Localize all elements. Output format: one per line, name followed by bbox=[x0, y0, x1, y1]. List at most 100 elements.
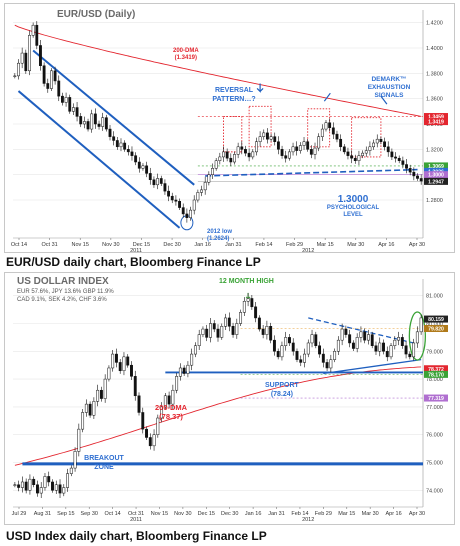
candle-body bbox=[291, 146, 295, 153]
x-tick-label: Jan 16 bbox=[194, 242, 211, 248]
candle-body bbox=[335, 133, 339, 140]
candle-body bbox=[134, 155, 138, 163]
x-tick-label: Nov 30 bbox=[102, 242, 119, 248]
candle-body bbox=[167, 190, 171, 197]
candle-body bbox=[404, 345, 408, 355]
candle-body bbox=[171, 389, 175, 405]
eurusd-chart-panel: 1.42001.40001.38001.36001.34001.32001.30… bbox=[4, 3, 455, 253]
x-year-label: 2011 bbox=[130, 248, 142, 252]
candle-body bbox=[111, 353, 115, 369]
channel-upper-line bbox=[32, 49, 195, 186]
candle-body bbox=[273, 136, 277, 142]
candle-body bbox=[90, 113, 94, 130]
x-tick-label: Oct 14 bbox=[105, 511, 121, 517]
candle-body bbox=[32, 478, 36, 486]
candle-body bbox=[152, 434, 156, 447]
candle-body bbox=[291, 342, 295, 352]
candle-body bbox=[276, 141, 280, 150]
y-tick-label: 74.000 bbox=[426, 488, 443, 494]
price-tag-label: 77.319 bbox=[428, 396, 444, 402]
candle-body bbox=[108, 128, 112, 137]
triangle-upper-line bbox=[308, 317, 414, 344]
x-tick-label: Feb 14 bbox=[255, 242, 272, 248]
candle-body bbox=[97, 123, 101, 127]
candle-body bbox=[69, 467, 73, 474]
candle-body bbox=[130, 151, 134, 156]
price-tag bbox=[424, 162, 448, 170]
candle-body bbox=[363, 331, 367, 341]
candle-body bbox=[64, 97, 68, 103]
candle-body bbox=[156, 178, 160, 186]
candle-body bbox=[35, 484, 39, 494]
price-tag-label: 1.3459 bbox=[428, 115, 444, 121]
candle-body bbox=[51, 481, 54, 491]
candle-body bbox=[339, 138, 343, 148]
candle-body bbox=[112, 136, 116, 141]
candle-body bbox=[190, 353, 194, 366]
x-tick-label: Apr 30 bbox=[409, 511, 425, 517]
candle-body bbox=[82, 121, 86, 125]
candle-body bbox=[258, 136, 262, 142]
dxy-chart-panel: 81.000 80.000 79.000 78.000 77.000 76.000 75.0… bbox=[4, 272, 455, 525]
candle-body bbox=[393, 339, 397, 346]
demark-arrow-right bbox=[380, 95, 388, 105]
candle-body bbox=[182, 367, 186, 374]
candle-body bbox=[321, 353, 325, 363]
candle-body bbox=[17, 62, 20, 77]
candle-body bbox=[235, 323, 239, 335]
candle-body bbox=[359, 331, 363, 338]
candle-body bbox=[145, 428, 148, 438]
candle-body bbox=[357, 155, 361, 161]
price-tag bbox=[424, 315, 448, 323]
candle-body bbox=[122, 356, 126, 372]
candle-body bbox=[130, 364, 133, 377]
y-tick-label: 76.000 bbox=[426, 433, 443, 439]
candle-body bbox=[218, 156, 222, 161]
candle-body bbox=[348, 334, 352, 344]
candle-body bbox=[39, 487, 43, 494]
candle-body bbox=[240, 146, 244, 150]
candle-body bbox=[96, 389, 100, 402]
y-tick-label: 77.000 bbox=[426, 405, 443, 411]
candle-body bbox=[159, 178, 163, 184]
candle-body bbox=[209, 323, 212, 338]
x-tick-label: Mar 15 bbox=[338, 511, 355, 517]
eurusd-reversal-label: REVERSAL PATTERN…? bbox=[212, 87, 256, 103]
x-tick-label: Feb 29 bbox=[315, 511, 332, 517]
candle-body bbox=[385, 351, 389, 358]
candle-body bbox=[28, 478, 32, 491]
y-tick-label: 79.000 bbox=[426, 349, 443, 355]
candle-body bbox=[192, 199, 196, 211]
candle-body bbox=[313, 147, 317, 155]
candle-body bbox=[212, 323, 216, 330]
eurusd-low-label: 2012 low (1.2624) bbox=[207, 229, 233, 242]
candle-body bbox=[115, 140, 119, 148]
candle-body bbox=[246, 298, 250, 302]
candle-body bbox=[163, 395, 167, 408]
candle-body bbox=[107, 367, 111, 380]
candle-body bbox=[276, 351, 280, 358]
candle-body bbox=[284, 155, 288, 159]
x-year-label: 2012 bbox=[302, 517, 314, 523]
candle-body bbox=[60, 95, 64, 103]
dma-200-line bbox=[14, 366, 422, 466]
y-tick-label: 75.000 bbox=[426, 461, 443, 467]
candle-body bbox=[126, 149, 130, 153]
candle-body bbox=[336, 339, 340, 352]
eurusd-demark-label: DEMARK™ EXHAUSTION SIGNALS bbox=[367, 76, 411, 99]
candle-body bbox=[62, 487, 66, 494]
candle-body bbox=[280, 149, 284, 156]
candle-body bbox=[133, 376, 137, 397]
candle-body bbox=[310, 334, 314, 344]
candle-body bbox=[401, 160, 405, 165]
candle-body bbox=[306, 342, 310, 355]
candle-body bbox=[163, 183, 167, 192]
candle-body bbox=[222, 151, 225, 158]
x-tick-label: Oct 31 bbox=[42, 242, 58, 248]
rising-trend-line bbox=[323, 358, 422, 375]
y-tick-label: 1.3800 bbox=[426, 71, 443, 77]
candle-body bbox=[167, 395, 171, 405]
candle-body bbox=[186, 364, 190, 374]
candle-body bbox=[141, 412, 145, 430]
candle-body bbox=[408, 168, 412, 173]
